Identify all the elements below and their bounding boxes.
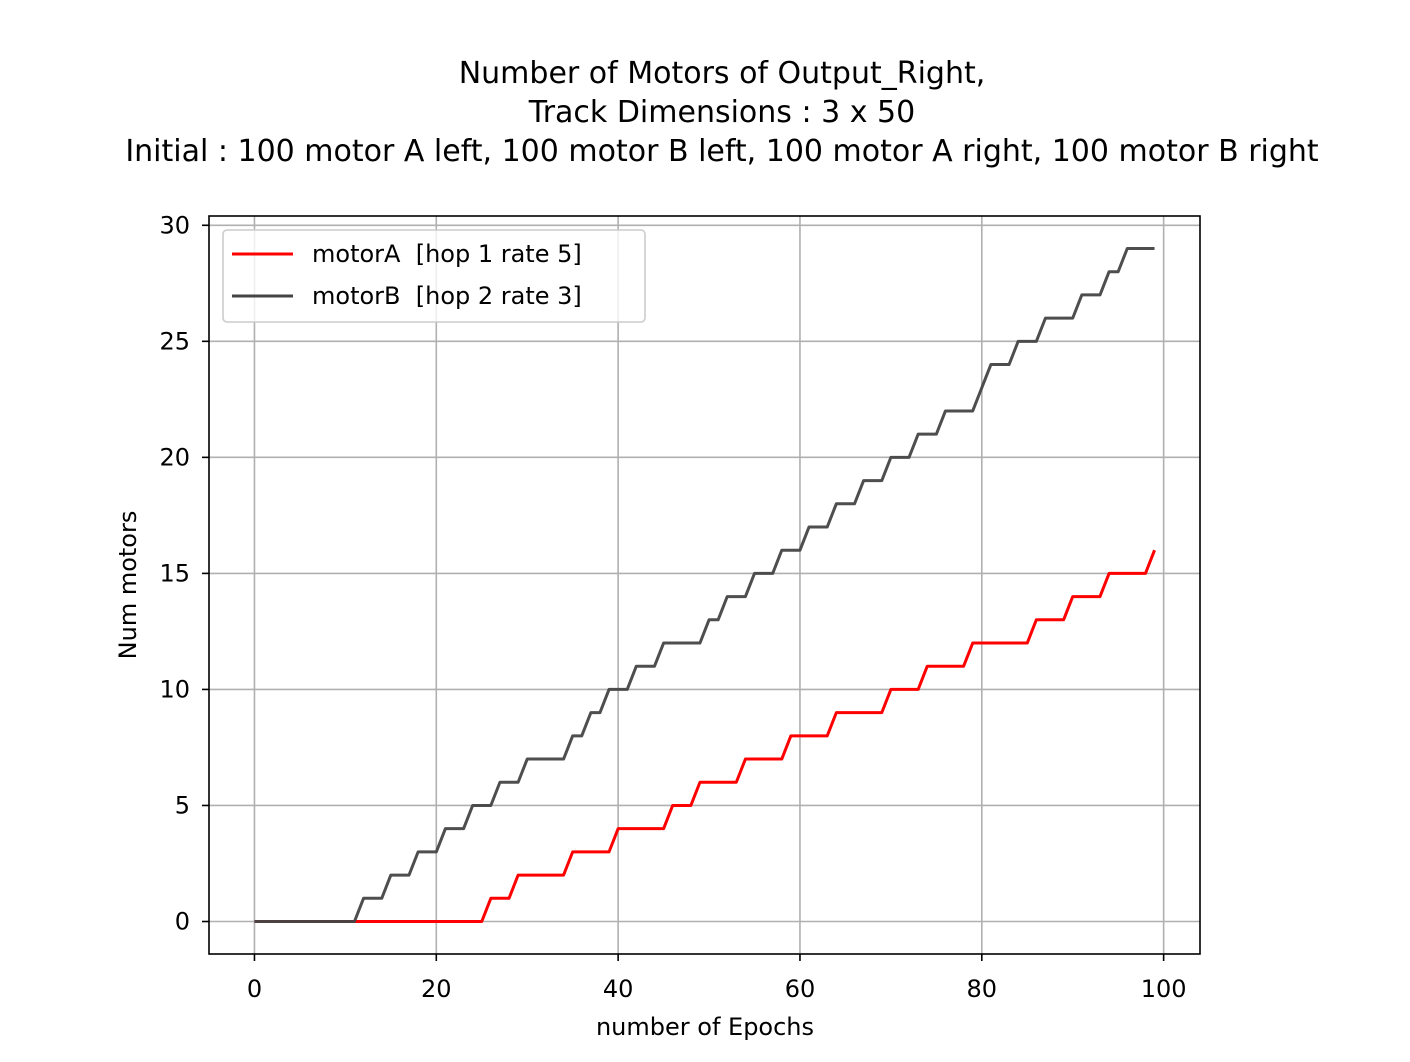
y-tick-label: 20 [159, 443, 190, 471]
series-line-motor-a [254, 549, 1156, 924]
grid [209, 216, 1200, 954]
title-line-2: Track Dimensions : 3 x 50 [528, 95, 915, 130]
x-tick-label: 100 [1141, 975, 1187, 1003]
y-tick-label: 0 [175, 908, 190, 936]
y-tick-label: 5 [175, 791, 190, 819]
legend-label-motor-a: motorA [hop 1 rate 5] [312, 240, 582, 268]
legend-box [222, 229, 646, 323]
y-tick-label: 15 [159, 559, 190, 587]
y-tick-label: 10 [159, 675, 190, 703]
legend: motorA [hop 1 rate 5] motorB [hop 2 rate … [222, 229, 646, 323]
x-axis-ticks: 0 20 40 60 80 100 [247, 954, 1187, 1003]
legend-label-motor-b: motorB [hop 2 rate 3] [312, 282, 582, 310]
x-tick-label: 80 [967, 975, 998, 1003]
x-tick-label: 60 [785, 975, 816, 1003]
y-tick-label: 30 [159, 211, 190, 239]
y-tick-label: 25 [159, 327, 190, 355]
y-axis-label: Num motors [114, 511, 142, 660]
y-axis-ticks: 0 5 10 15 20 25 30 [159, 211, 209, 936]
series-lines [254, 246, 1156, 924]
x-tick-label: 20 [421, 975, 452, 1003]
x-axis-label: number of Epochs [596, 1013, 814, 1041]
title-line-3: Initial : 100 motor A left, 100 motor B … [125, 134, 1319, 169]
title-line-1: Number of Motors of Output_Right, [459, 56, 986, 91]
x-tick-label: 40 [603, 975, 634, 1003]
x-tick-label: 0 [247, 975, 262, 1003]
series-line-motor-b [254, 246, 1155, 924]
chart-title: Number of Motors of Output_Right, Track D… [125, 56, 1319, 169]
plot-frame [208, 215, 1201, 955]
